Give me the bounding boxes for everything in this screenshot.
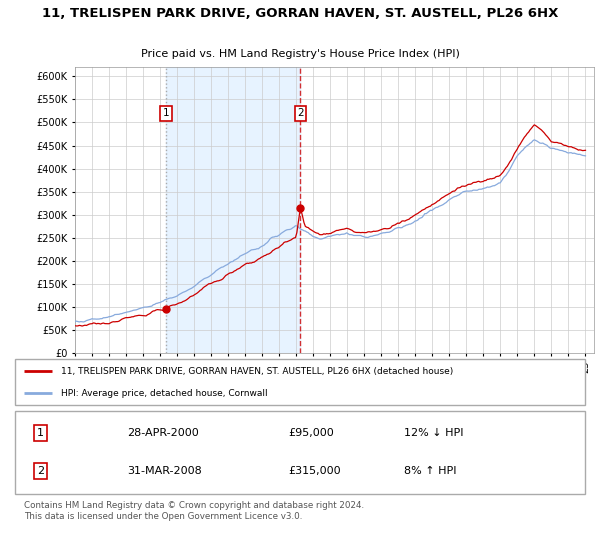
Text: 31-MAR-2008: 31-MAR-2008 (127, 466, 202, 477)
Text: Price paid vs. HM Land Registry's House Price Index (HPI): Price paid vs. HM Land Registry's House … (140, 49, 460, 59)
Bar (166, 67, 301, 353)
FancyBboxPatch shape (15, 360, 585, 405)
Text: 8% ↑ HPI: 8% ↑ HPI (404, 466, 456, 477)
Text: £315,000: £315,000 (289, 466, 341, 477)
Text: Contains HM Land Registry data © Crown copyright and database right 2024.
This d: Contains HM Land Registry data © Crown c… (23, 501, 364, 521)
Text: £95,000: £95,000 (289, 428, 334, 438)
FancyBboxPatch shape (15, 410, 585, 494)
Text: 11, TRELISPEN PARK DRIVE, GORRAN HAVEN, ST. AUSTELL, PL26 6HX: 11, TRELISPEN PARK DRIVE, GORRAN HAVEN, … (42, 7, 558, 20)
Text: 28-APR-2000: 28-APR-2000 (127, 428, 199, 438)
Text: 2: 2 (37, 466, 44, 477)
Text: 2: 2 (297, 108, 304, 118)
Text: 1: 1 (37, 428, 44, 438)
Text: 1: 1 (163, 108, 169, 118)
Text: 11, TRELISPEN PARK DRIVE, GORRAN HAVEN, ST. AUSTELL, PL26 6HX (detached house): 11, TRELISPEN PARK DRIVE, GORRAN HAVEN, … (61, 367, 453, 376)
Text: HPI: Average price, detached house, Cornwall: HPI: Average price, detached house, Corn… (61, 389, 268, 398)
Text: 12% ↓ HPI: 12% ↓ HPI (404, 428, 463, 438)
